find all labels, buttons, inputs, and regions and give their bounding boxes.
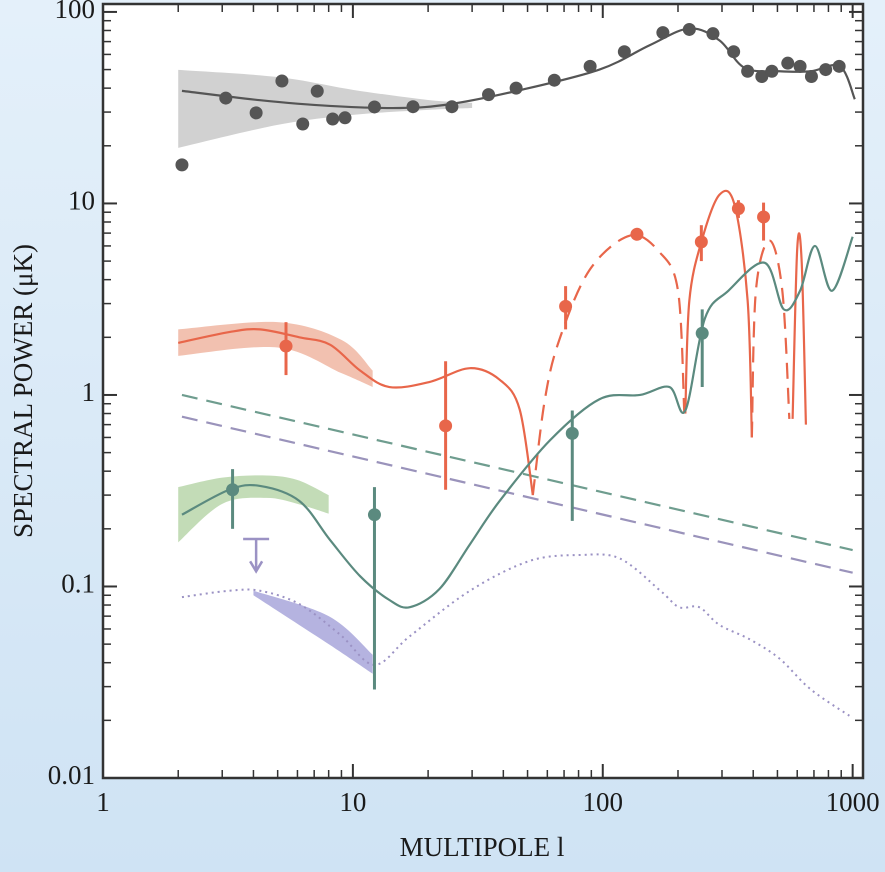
- data-point: [175, 158, 189, 172]
- data-point: [406, 100, 420, 114]
- data-point: [310, 84, 324, 98]
- y-tick-label: 0.1: [61, 569, 95, 599]
- data-point: [219, 91, 233, 105]
- curve: [181, 236, 854, 609]
- limit-arrow: [249, 538, 264, 574]
- plot-frame: [101, 2, 865, 780]
- marks: [175, 22, 856, 719]
- data-point: [741, 64, 755, 78]
- data-point: [367, 100, 381, 114]
- curve: [177, 328, 534, 496]
- data-point: [275, 74, 289, 88]
- x-tick-label: 1: [96, 787, 110, 817]
- data-point: [617, 45, 631, 59]
- uncertainty-band: [178, 321, 373, 388]
- data-point: [445, 100, 459, 114]
- data-point: [731, 202, 745, 216]
- data-point: [765, 64, 779, 78]
- y-axis-label: SPECTRAL POWER (μK): [8, 244, 38, 538]
- curve: [181, 553, 854, 719]
- data-point: [338, 111, 352, 125]
- uncertainty-band: [178, 69, 473, 148]
- data-point: [706, 27, 720, 41]
- data-point: [656, 26, 670, 40]
- uncertainty-band: [253, 590, 373, 674]
- x-tick-label: 100: [583, 787, 624, 817]
- data-point: [694, 235, 708, 249]
- curve: [684, 189, 753, 438]
- x-axis-label: MULTIPOLE l: [400, 832, 565, 862]
- data-point: [509, 81, 523, 95]
- data-point: [793, 59, 807, 73]
- data-point: [630, 227, 644, 241]
- data-point: [547, 73, 561, 87]
- data-point: [439, 419, 453, 433]
- data-point: [832, 59, 846, 73]
- data-point: [804, 70, 818, 84]
- x-tick-label: 10: [339, 787, 366, 817]
- ticks: 1 10 100 1000 0.01 0.1 1 10 100: [48, 0, 880, 817]
- data-point: [682, 22, 696, 36]
- data-point: [326, 112, 340, 126]
- y-tick-label: 10: [68, 186, 95, 216]
- data-point: [249, 106, 263, 120]
- data-point: [482, 88, 496, 102]
- data-point: [296, 117, 310, 131]
- y-tick-label: 1: [82, 377, 96, 407]
- data-point: [755, 70, 769, 84]
- data-point: [279, 339, 293, 353]
- data-point: [819, 63, 833, 77]
- curve: [791, 232, 808, 425]
- data-point: [757, 210, 771, 224]
- data-point: [559, 299, 573, 313]
- data-point: [565, 426, 579, 440]
- x-tick-label: 1000: [826, 787, 880, 817]
- data-point: [367, 508, 381, 522]
- data-point: [727, 45, 741, 59]
- curve: [750, 239, 791, 438]
- data-point: [781, 56, 795, 70]
- data-point: [226, 483, 240, 497]
- data-point: [583, 59, 597, 73]
- data-point: [695, 326, 709, 340]
- uncertainty-band: [178, 475, 329, 543]
- y-tick-label: 0.01: [48, 760, 95, 790]
- y-tick-label: 100: [55, 0, 96, 24]
